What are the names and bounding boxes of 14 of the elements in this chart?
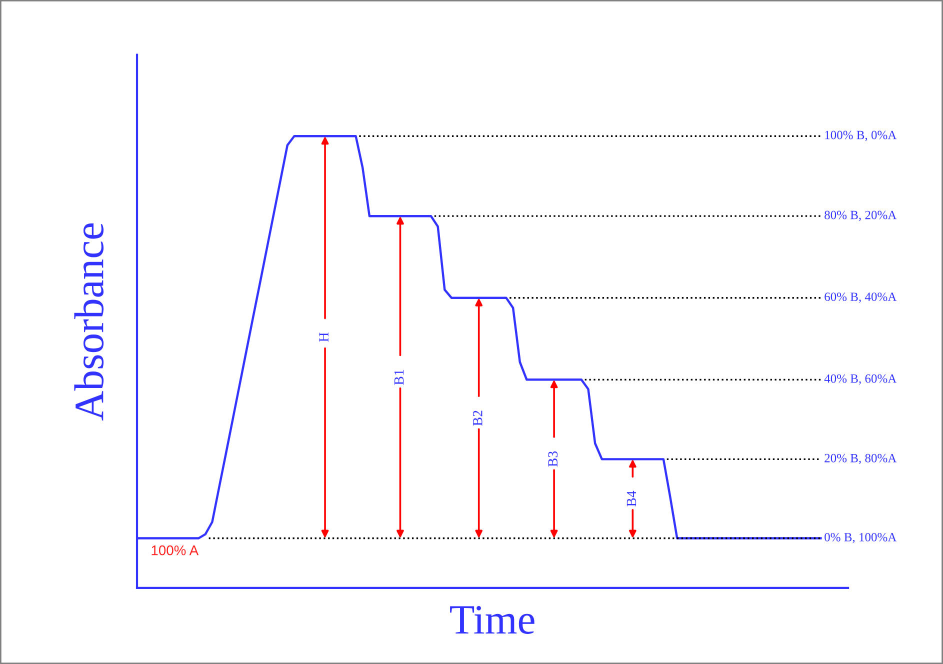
ref-line-label: 60% B, 40%A bbox=[824, 292, 897, 303]
annotation: B3 bbox=[548, 451, 558, 467]
y-axis-title: Absorbance bbox=[74, 223, 104, 420]
ref-line-label: 40% B, 60%A bbox=[824, 374, 897, 385]
annotation: H bbox=[319, 332, 328, 342]
annotation: B2 bbox=[473, 410, 482, 426]
ref-line-label: 100% B, 0%A bbox=[825, 130, 897, 142]
ref-line-label: 0% B, 100%A bbox=[824, 532, 897, 544]
ref-line-label: 80% B, 20%A bbox=[824, 210, 897, 222]
annotation: B1 bbox=[394, 370, 404, 385]
annotation: B4 bbox=[626, 490, 636, 506]
ref-line-label: 20% B, 80%A bbox=[824, 454, 897, 464]
annotation: 100% A bbox=[152, 545, 199, 556]
x-axis-title: Time bbox=[450, 606, 534, 634]
